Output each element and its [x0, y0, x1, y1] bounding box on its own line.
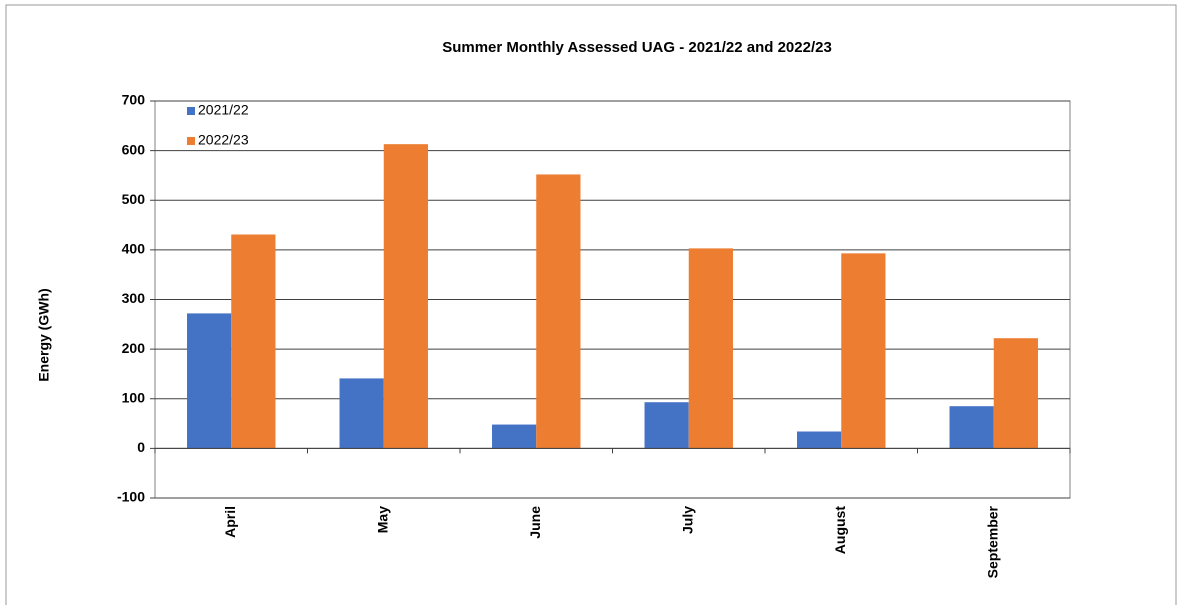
- chart-title: Summer Monthly Assessed UAG - 2021/22 an…: [442, 39, 832, 56]
- y-tick-label: 400: [122, 241, 146, 257]
- legend-swatch: [187, 137, 195, 145]
- frame: [5, 4, 1177, 605]
- x-tick-label: September: [984, 505, 1000, 578]
- y-tick-label: -100: [117, 489, 145, 505]
- bar: [536, 174, 581, 449]
- bar: [383, 144, 428, 449]
- y-tick-label: 200: [122, 340, 146, 356]
- legend-label: 2021/22: [198, 102, 249, 118]
- x-tick-label: July: [679, 506, 695, 534]
- x-tick-label: April: [222, 506, 238, 538]
- bar: [993, 338, 1038, 449]
- x-tick-label: August: [832, 506, 848, 555]
- x-tick-label: May: [374, 506, 390, 533]
- y-tick-label: 100: [122, 389, 146, 405]
- x-tick-label: June: [527, 506, 543, 539]
- bar: [841, 253, 886, 449]
- y-tick-label: 0: [137, 439, 145, 455]
- bar: [187, 313, 232, 449]
- bar: [949, 406, 994, 449]
- legend-swatch: [187, 107, 195, 115]
- y-tick-label: 500: [122, 191, 146, 207]
- bar: [231, 234, 276, 449]
- y-tick-label: 700: [122, 92, 146, 108]
- y-tick-label: 300: [122, 290, 146, 306]
- y-axis-label: Energy (GWh): [36, 288, 52, 381]
- bar: [339, 378, 384, 449]
- y-tick-label: 600: [122, 141, 146, 157]
- bar: [644, 402, 689, 449]
- bar: [797, 431, 842, 449]
- bar: [492, 424, 537, 449]
- legend-label: 2022/23: [198, 132, 249, 148]
- bar: [688, 248, 733, 449]
